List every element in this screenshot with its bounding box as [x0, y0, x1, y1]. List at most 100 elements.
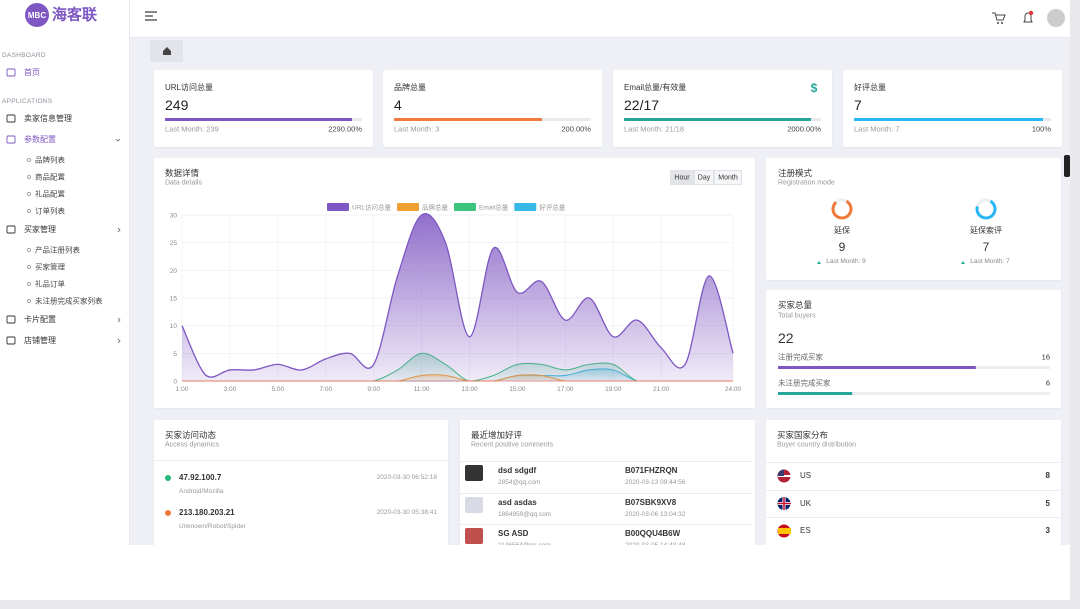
legend-swatch[interactable] [454, 203, 477, 211]
submenu-item[interactable]: 品牌列表 [35, 155, 65, 165]
chart-title: 数据详情 [165, 167, 200, 178]
stat-title: 品牌总量 [394, 83, 426, 92]
avatar[interactable] [1047, 9, 1065, 27]
reviewer-email: 1146564@qq.com [498, 542, 551, 545]
bell-icon[interactable] [1023, 12, 1033, 23]
reviewer-name: SG ASD [498, 529, 529, 538]
registration-last-month: Last Month: 7 [970, 257, 1010, 265]
menu-item[interactable]: 店铺管理 [24, 336, 56, 345]
stat-card [613, 70, 832, 147]
menu-item[interactable]: 卖家信息管理 [24, 114, 72, 123]
submenu-item[interactable]: 未注册完成买家列表 [35, 296, 103, 306]
logo-text: 海客联 [52, 6, 98, 24]
submenu-item[interactable]: 产品注册列表 [35, 245, 80, 255]
divider [766, 462, 1061, 463]
stat-value: 22/17 [624, 97, 660, 113]
registration-value: 7 [982, 240, 990, 254]
sidebar [0, 0, 130, 545]
menu-item[interactable]: 买家管理 [24, 225, 56, 234]
status-dot [165, 510, 171, 516]
buyers-row-value: 6 [1045, 378, 1050, 388]
range-button[interactable] [714, 170, 742, 185]
product-asin: B07SBK9XV8 [625, 497, 677, 507]
cart-wheel [1001, 22, 1003, 24]
logo-circle [25, 3, 49, 27]
legend-label[interactable]: Email总量 [479, 203, 509, 212]
menu-item[interactable]: 首页 [24, 68, 40, 77]
legend-label[interactable]: 品牌总量 [422, 203, 449, 212]
dashboard: MBC 海客联 DASHBOARD 首页 APPLICATIONS 卖家信息管理 参数配置品… [0, 0, 1070, 545]
card-title: 注册模式 [778, 167, 813, 178]
submenu-item[interactable]: 礼品配置 [35, 189, 65, 199]
card-subtitle: Buyer country distribution [777, 441, 856, 449]
stat-title: 好评总量 [854, 83, 886, 92]
comment-time: 2020-03-13 09:44:56 [625, 478, 686, 486]
menu-item[interactable]: 参数配置 [24, 135, 56, 144]
access-card [154, 420, 448, 545]
donut-arc [831, 198, 853, 220]
menu-chevron [115, 138, 121, 142]
product-asin: B00QQU4B6W [625, 529, 681, 538]
legend-label[interactable]: 好评总量 [539, 203, 566, 212]
card-title: 买家国家分布 [777, 429, 829, 440]
menu-chevron [117, 317, 121, 323]
range-button[interactable] [670, 170, 694, 185]
stat-value: 7 [854, 97, 862, 113]
country-name: US [800, 471, 812, 480]
menu-icon [6, 336, 16, 345]
sidebar-section-label: DASHBOARD [2, 51, 46, 59]
stat-bar-fill [624, 118, 812, 121]
menu-icon [6, 114, 16, 123]
visitor-ip: 47.92.100.7 [179, 473, 222, 482]
buyers-total: 22 [778, 330, 794, 346]
legend-swatch[interactable] [327, 203, 349, 211]
range-button-label[interactable]: Month [718, 174, 738, 181]
range-button[interactable] [694, 170, 714, 185]
up-arrow [961, 261, 965, 264]
buyers-row-value: 16 [1041, 352, 1050, 362]
x-tick-label: 24:00 [725, 386, 742, 393]
x-tick-label: 15:00 [509, 386, 526, 393]
stat-bar-fill [394, 118, 542, 121]
submenu-item[interactable]: 礼品订单 [35, 279, 65, 289]
top-bar [0, 0, 1070, 38]
stat-value: 4 [394, 97, 402, 113]
range-button-label[interactable]: Day [697, 174, 711, 181]
flag-stripe [778, 475, 791, 477]
stat-icon: $ [810, 81, 818, 95]
cart-icon[interactable] [992, 12, 1006, 21]
flags [777, 469, 791, 538]
visitor-ip: 213.180.203.21 [179, 508, 235, 517]
y-tick-label: 10 [170, 323, 178, 330]
menu-item[interactable]: 卡片配置 [24, 315, 56, 324]
legend-swatch[interactable] [397, 203, 420, 211]
donut-arc [975, 198, 997, 220]
sidebar-section-label: APPLICATIONS [2, 97, 53, 105]
submenu-bullet [27, 175, 31, 179]
submenu-item[interactable]: 商品配置 [35, 172, 65, 182]
user-agent: Android/Mozilla [179, 487, 224, 495]
visit-time: 2020-03-30 06:52:18 [376, 473, 437, 481]
stat-title: Email总量/有效量 [624, 83, 687, 92]
y-tick-label: 30 [170, 213, 178, 220]
range-button-label[interactable]: Hour [674, 174, 690, 181]
bar [778, 392, 853, 395]
submenu-item[interactable]: 订单列表 [35, 206, 65, 216]
chart-subtitle: Data details [165, 179, 202, 187]
comment-time: 2020-03-06 13:04:32 [625, 510, 686, 518]
stat-change: 100% [1031, 124, 1051, 134]
home-icon[interactable] [163, 47, 171, 55]
product-thumb [465, 528, 483, 544]
stat-change: 2290.00% [328, 124, 362, 134]
legend-swatch[interactable] [514, 203, 537, 211]
legend-label[interactable]: URL访问总量 [352, 203, 392, 212]
divider [460, 461, 752, 462]
x-tick-label: 3:00 [224, 386, 237, 393]
card-title: 买家总量 [778, 299, 813, 310]
status-dot [165, 475, 171, 481]
menu-icon [6, 68, 16, 77]
registration-label: 延保索评 [970, 226, 1002, 235]
stat-last-month: Last Month: 239 [165, 124, 219, 134]
divider [460, 492, 752, 494]
submenu-item[interactable]: 买家管理 [35, 262, 65, 272]
